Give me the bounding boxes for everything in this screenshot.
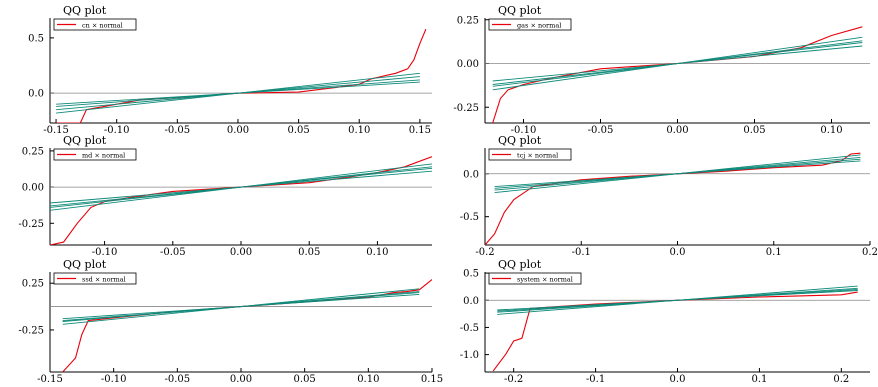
legend-box (488, 18, 572, 31)
x-tick-label: -0.2 (504, 374, 523, 385)
x-tick-label: -0.05 (588, 125, 614, 136)
panel-title: QQ plot (498, 134, 542, 147)
legend-label: gas × normal (517, 22, 561, 30)
x-tick-label: 0.15 (409, 125, 431, 136)
x-tick-label: 0.00 (230, 247, 252, 258)
y-tick-label: -0.25 (18, 219, 44, 230)
panel-title: QQ plot (63, 258, 107, 271)
x-tick-label: 0.2 (833, 374, 849, 385)
x-tick-label: -0.10 (92, 247, 118, 258)
y-tick-label: -0.25 (18, 325, 44, 336)
legend-label: ssd × normal (82, 276, 126, 284)
legend-box (53, 272, 137, 285)
x-tick-label: -0.1 (572, 247, 591, 258)
x-tick-label: -0.05 (165, 125, 191, 136)
qq-panel: -0.15 -0.10 -0.05 0.00 0.05 0.10 0.15 -0.25 0.25… (18, 258, 443, 385)
y-tick-label: -0.5 (460, 212, 479, 223)
x-tick-label: -0.10 (104, 125, 130, 136)
empirical-quantile-line (50, 156, 432, 245)
legend-label: tcj × normal (517, 152, 558, 160)
normal-quantile-line (50, 167, 432, 207)
panel-title: QQ plot (63, 4, 107, 17)
y-tick-label: 0.0 (28, 89, 44, 100)
x-tick-label: 0.10 (348, 125, 370, 136)
qq-panel: -0.2 -0.1 0.0 0.1 0.2 -1.0 -0.5 0.0 0.5 QQ plot sy… (460, 258, 870, 385)
y-tick-label: 0.25 (22, 146, 44, 157)
y-tick-label: -0.25 (453, 103, 479, 114)
x-tick-label: -0.10 (101, 374, 127, 385)
x-tick-label: 0.10 (366, 247, 388, 258)
x-tick-label: 0.0 (670, 247, 686, 258)
legend-label: cn × normal (82, 22, 123, 30)
x-tick-label: 0.0 (670, 374, 686, 385)
empirical-quantile-line (492, 26, 863, 123)
y-tick-label: 0.25 (22, 279, 44, 290)
legend-label: md × normal (82, 152, 125, 160)
y-tick-label: 0.00 (22, 183, 44, 194)
normal-quantile-line (497, 288, 858, 312)
normal-quantile-line (56, 81, 420, 105)
x-tick-label: 0.15 (421, 374, 443, 385)
qq-panel: -0.10 -0.05 0.00 0.05 0.10 -0.25 0.00 0.25 QQ pl… (18, 134, 432, 258)
qq-panel: -0.10 -0.05 0.00 0.05 0.10 -0.25 0.00 0.25 QQ pl… (453, 4, 870, 136)
x-tick-label: 0.05 (287, 125, 309, 136)
x-tick-label: -0.15 (43, 125, 69, 136)
legend-box (53, 148, 137, 161)
x-tick-label: -0.05 (160, 247, 186, 258)
panel-title: QQ plot (498, 258, 542, 271)
legend-box (53, 18, 137, 31)
empirical-quantile-line (56, 28, 427, 123)
y-tick-label: 0.0 (463, 296, 479, 307)
legend-box (488, 148, 572, 161)
y-tick-label: -0.5 (460, 323, 479, 334)
x-tick-label: 0.1 (751, 374, 767, 385)
x-tick-label: 0.05 (294, 374, 316, 385)
empirical-quantile-line (485, 152, 861, 245)
y-tick-label: -1.0 (460, 350, 479, 361)
x-tick-label: 0.00 (666, 125, 688, 136)
x-tick-label: 0.2 (862, 247, 878, 258)
legend-box (488, 272, 582, 285)
x-tick-label: 0.1 (766, 247, 782, 258)
y-tick-label: 0.5 (463, 269, 479, 280)
x-tick-label: 0.10 (820, 125, 842, 136)
x-tick-label: -0.10 (511, 125, 537, 136)
qq-panel: -0.2 -0.1 0.0 0.1 0.2 -0.5 0.0 QQ plot tcj × nor… (460, 134, 878, 258)
y-tick-label: 0.0 (463, 169, 479, 180)
y-tick-label: 0.5 (28, 33, 44, 44)
x-tick-label: -0.1 (586, 374, 605, 385)
x-tick-label: -0.05 (165, 374, 191, 385)
panel-title: QQ plot (498, 4, 542, 17)
x-tick-label: -0.2 (475, 247, 494, 258)
legend-label: system × normal (517, 276, 573, 284)
normal-quantile-line (62, 292, 420, 322)
normal-quantile-line (492, 42, 863, 85)
empirical-quantile-line (492, 291, 858, 372)
x-tick-label: 0.00 (230, 374, 252, 385)
y-tick-label: 0.25 (457, 15, 479, 26)
x-tick-label: -0.15 (37, 374, 63, 385)
x-tick-label: 0.05 (298, 247, 320, 258)
x-tick-label: 0.00 (227, 125, 249, 136)
normal-quantile-line (494, 158, 861, 189)
y-tick-label: 0.00 (457, 59, 479, 70)
x-tick-label: 0.05 (743, 125, 765, 136)
panel-title: QQ plot (63, 134, 107, 147)
x-tick-label: 0.10 (357, 374, 379, 385)
qq-panel: -0.15 -0.10 -0.05 0.00 0.05 0.10 0.15 0.0 0.5 QQ … (28, 4, 432, 136)
